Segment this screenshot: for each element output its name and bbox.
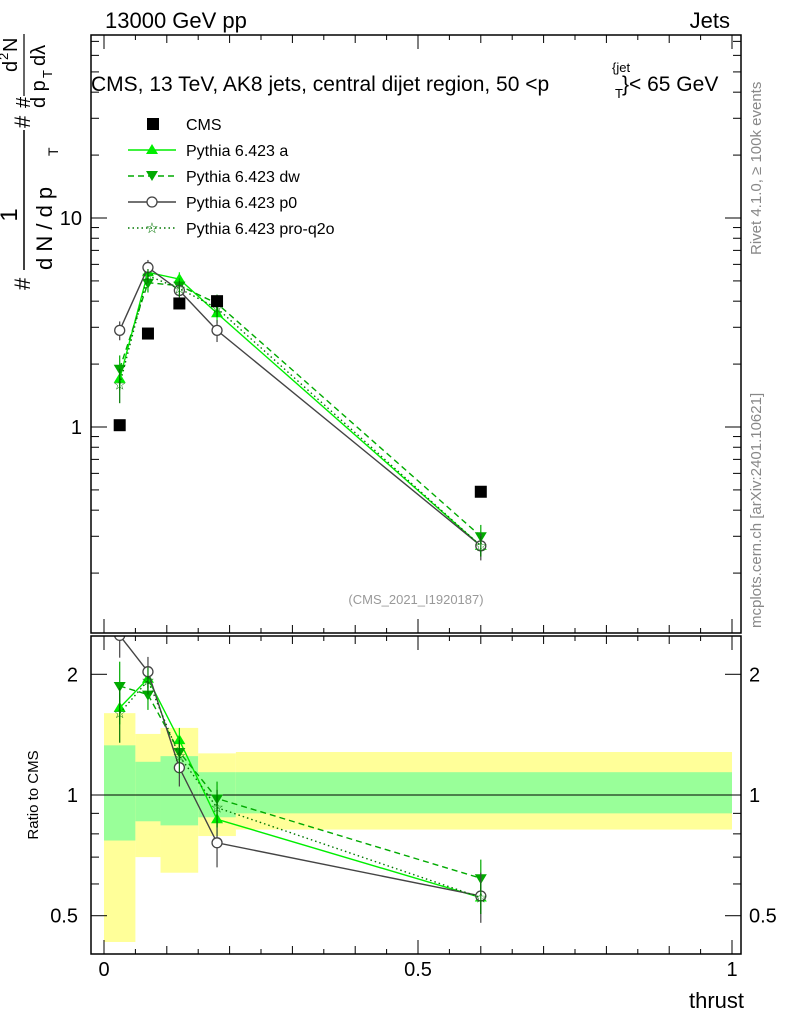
y-tick-label-ratio-left: 2 [67, 664, 78, 686]
ylabel-fraction-denominator: d N / d p [32, 187, 57, 270]
legend-entry-dw: Pythia 6.423 dw [128, 169, 300, 186]
legend-label-a: Pythia 6.423 a [186, 143, 288, 160]
y-axis-label: # 1 d N / d p T # d 2 N # d p T dλ [0, 34, 61, 290]
point-dw [141, 690, 154, 701]
point-p0 [211, 837, 223, 849]
y-tick-label-ratio-left: 1 [67, 785, 78, 807]
point-proq2o: ☆ [173, 280, 186, 297]
x-tick-label: 1 [726, 959, 737, 981]
point-proq2o: ☆ [141, 672, 154, 689]
legend-entry-a: Pythia 6.423 a [128, 143, 288, 160]
title-pt-sub: T [615, 86, 623, 101]
ylabel-d2n-n: N [0, 38, 22, 52]
point-proq2o: ☆ [173, 748, 186, 765]
x-tick-label: 0 [98, 959, 109, 981]
point-cms [474, 485, 487, 498]
header-left: 13000 GeV pp [105, 8, 247, 33]
ylabel-hash-3: # [13, 96, 35, 108]
title-jet-sup: {jet [612, 60, 630, 75]
point-proq2o: ☆ [474, 538, 487, 555]
point-proq2o: ☆ [474, 890, 487, 907]
point-cms [141, 327, 154, 340]
legend-entry-proq2o: ☆ Pythia 6.423 pro-q2o [128, 220, 335, 238]
legend-label-proq2o: Pythia 6.423 pro-q2o [186, 221, 335, 238]
legend-label-cms: CMS [186, 117, 222, 134]
point-cms [211, 295, 224, 308]
legend-label-dw: Pythia 6.423 dw [186, 169, 300, 186]
point-cms [173, 297, 186, 310]
series-line-a [119, 271, 482, 547]
ylabel-dlambda: dλ [28, 45, 50, 66]
y-tick-label-ratio-left: 0.5 [50, 906, 78, 928]
y-tick-label-ratio-right: 2 [749, 664, 760, 686]
plot-title: CMS, 13 TeV, AK8 jets, central dijet reg… [91, 60, 718, 101]
legend-entry-p0: Pythia 6.423 p0 [128, 195, 297, 212]
ylabel-d2n-d: d [0, 61, 22, 72]
ylabel-dpt-sub: T [40, 70, 55, 78]
y-tick-label-ratio-right: 0.5 [749, 906, 777, 928]
band-inner-4 [235, 772, 732, 814]
point-dw [141, 278, 154, 289]
point-p0 [114, 324, 126, 337]
title-prefix: CMS, 13 TeV, AK8 jets, central dijet reg… [91, 73, 549, 96]
ratio-uncertainty-bands [104, 713, 732, 942]
y-tick-label-ratio-right: 1 [749, 785, 760, 807]
ylabel-hash-2: # [10, 115, 35, 128]
main-panel-frame [90, 34, 742, 634]
ratio-ylabel: Ratio to CMS [25, 750, 42, 839]
point-p0 [114, 636, 126, 642]
legend-label-p0: Pythia 6.423 p0 [186, 195, 297, 212]
point-proq2o: ☆ [141, 268, 154, 285]
axis-ticks: 0 0.5 1 1 10 0.5 0.5 1 1 2 2 [50, 35, 777, 981]
ylabel-dpt: d p [28, 80, 50, 108]
y-tick-label-main: 1 [71, 417, 82, 439]
band-inner-1 [135, 761, 161, 822]
point-proq2o: ☆ [210, 800, 223, 817]
mcplots-credit-label: mcplots.cern.ch [arXiv:2401.10621] [748, 393, 765, 628]
header-right: Jets [690, 8, 730, 33]
series-line-proq2o [119, 274, 482, 547]
band-inner-0 [104, 745, 136, 841]
main-panel-series: ☆☆☆☆☆ [113, 259, 488, 561]
x-axis-label: thrust [689, 988, 744, 1013]
ylabel-denominator-sub: T [45, 147, 61, 156]
analysis-id: (CMS_2021_I1920187) [348, 592, 483, 607]
y-tick-label-main: 10 [60, 208, 82, 230]
point-cms [113, 419, 126, 432]
point-proq2o: ☆ [113, 376, 126, 393]
legend: CMS Pythia 6.423 a Pythia 6.423 dw Pythi… [128, 117, 335, 238]
legend-star-icon: ☆ [145, 220, 158, 237]
rivet-version-label: Rivet 4.1.0, ≥ 100k events [748, 82, 765, 255]
ylabel-fraction-numerator: 1 [0, 208, 23, 221]
point-p0 [211, 324, 223, 337]
point-proq2o: ☆ [113, 705, 126, 722]
ylabel-hash-1: # [10, 277, 35, 290]
ylabel-d2n-sup: 2 [0, 53, 11, 60]
ratio-panel-series: ☆ ☆ ☆ ☆ ☆ [113, 636, 488, 923]
title-suffix: }< 65 GeV [622, 73, 718, 96]
legend-entry-cms: CMS [147, 117, 222, 134]
point-dw [113, 681, 126, 692]
x-tick-label: 0.5 [404, 959, 432, 981]
point-a [173, 273, 186, 284]
